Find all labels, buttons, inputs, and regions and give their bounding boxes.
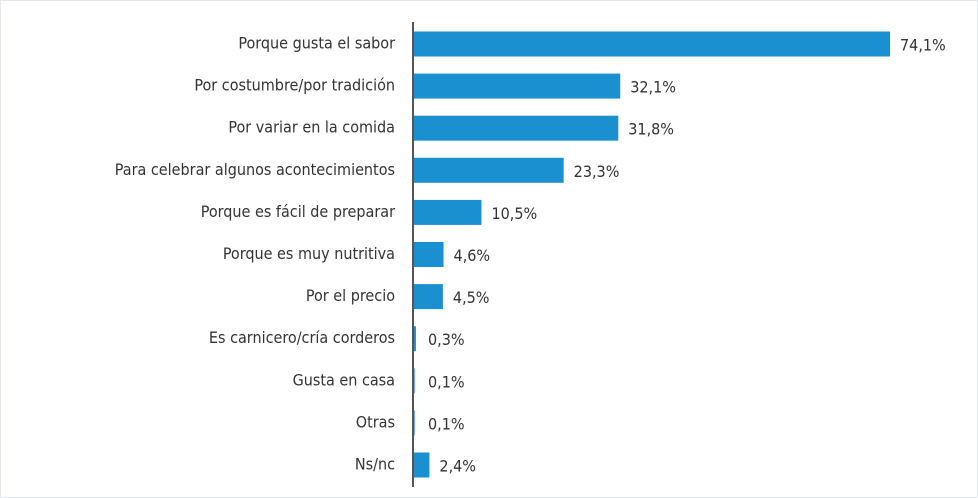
bar (414, 452, 430, 478)
value-label: 23,3% (574, 162, 620, 181)
category-label: Gusta en casa (293, 370, 395, 389)
bar (414, 73, 621, 99)
category-label: Ns/nc (355, 455, 395, 474)
bar (414, 242, 444, 267)
bar (414, 157, 564, 183)
value-label: 4,6% (454, 246, 491, 265)
bar (414, 410, 415, 436)
category-label: Otras (356, 412, 395, 431)
category-label: Es carnicero/cría corderos (209, 328, 395, 347)
category-label: Porque es fácil de preparar (201, 202, 395, 221)
value-label: 10,5% (491, 204, 537, 223)
value-label: 0,3% (428, 330, 465, 349)
bar (414, 368, 415, 394)
bar (414, 284, 443, 310)
value-label: 32,1% (630, 78, 676, 97)
bar (414, 31, 890, 57)
value-label: 74,1% (900, 36, 946, 55)
bar (414, 115, 619, 141)
category-label: Porque es muy nutritiva (223, 244, 395, 263)
category-label: Por el precio (306, 286, 395, 305)
category-label: Para celebrar algunos acontecimientos (115, 160, 395, 179)
value-label: 31,8% (628, 120, 674, 139)
bar (414, 199, 482, 225)
category-label: Por costumbre/por tradición (194, 76, 395, 95)
value-label: 2,4% (439, 457, 476, 476)
value-label: 0,1% (428, 372, 465, 391)
category-label: Porque gusta el sabor (238, 34, 395, 53)
bar (414, 326, 416, 352)
category-label: Por variar en la comida (228, 118, 395, 137)
value-label: 0,1% (428, 414, 465, 433)
value-label: 4,5% (453, 288, 490, 307)
